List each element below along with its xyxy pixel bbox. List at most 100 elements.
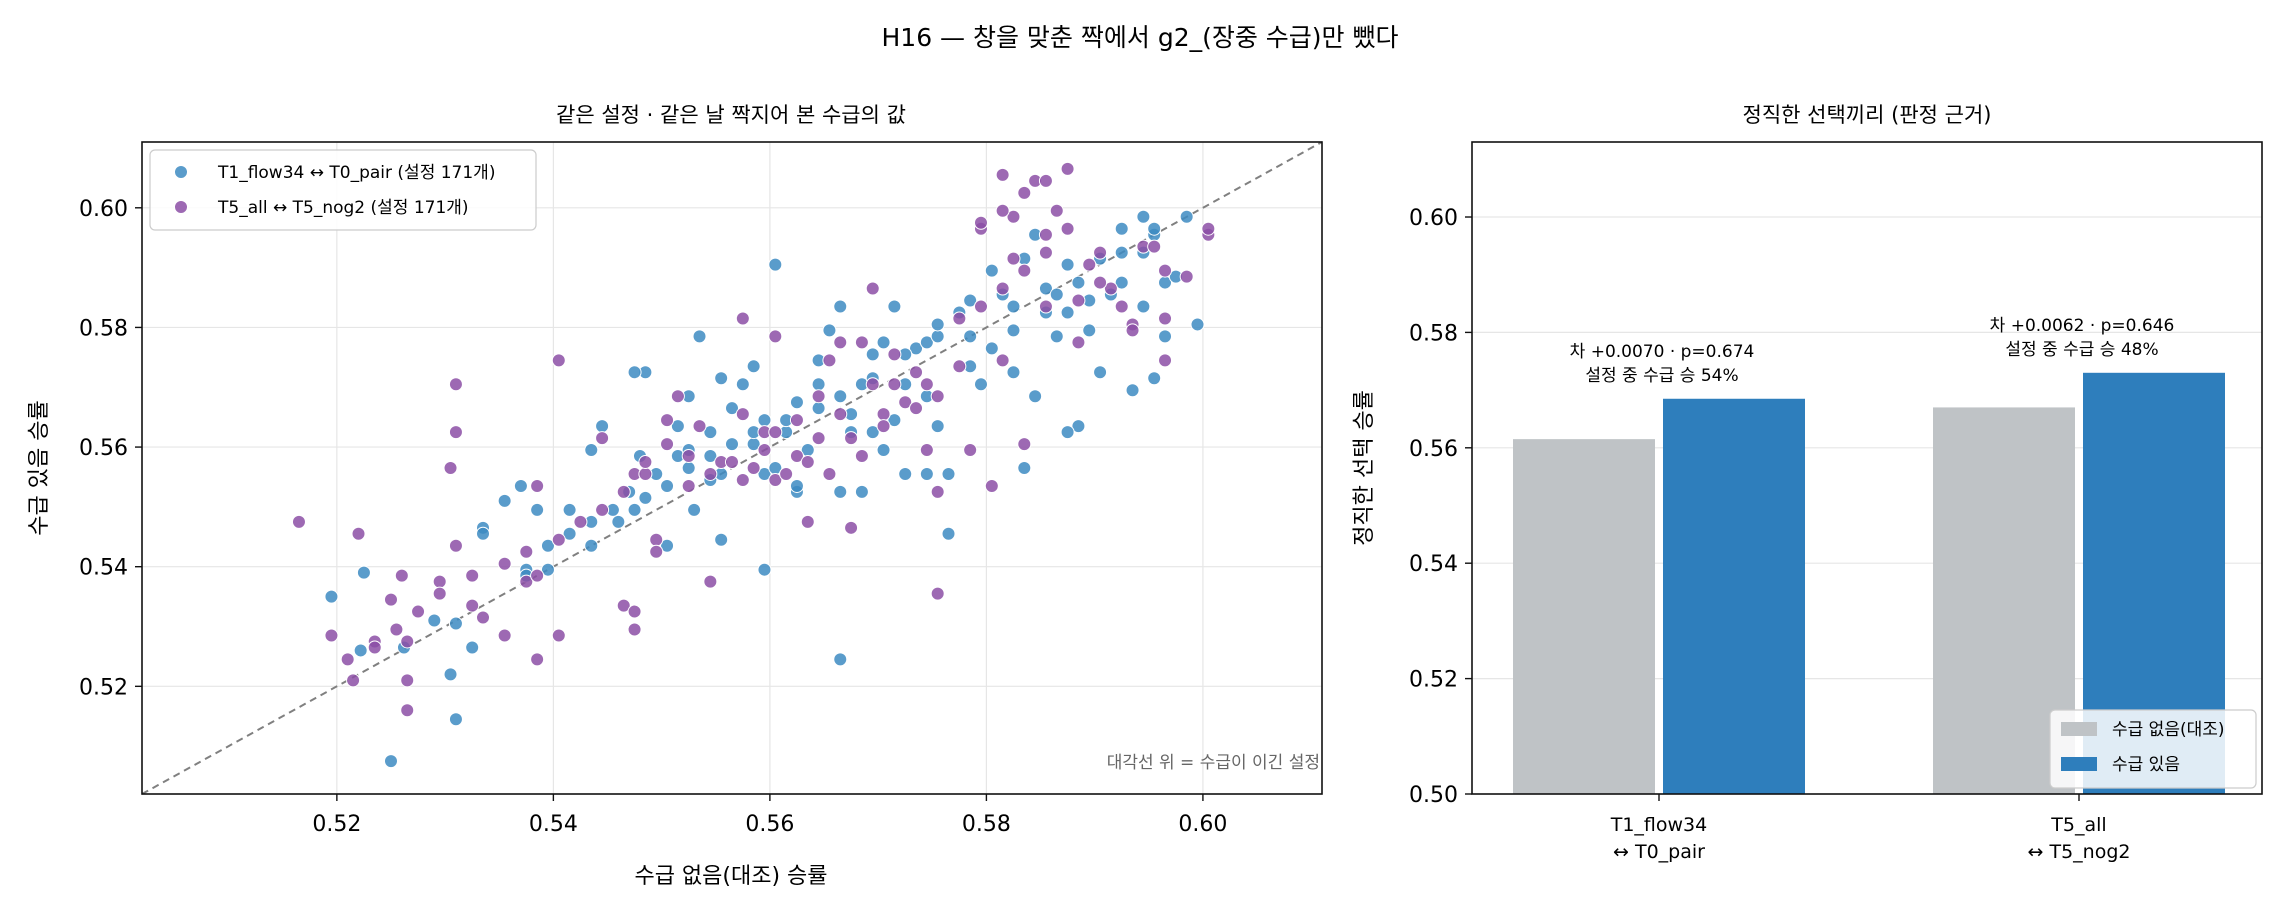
scatter-point-pair2 (692, 419, 707, 434)
scatter-point-pair2 (1006, 251, 1021, 266)
scatter-point-pair1 (854, 484, 869, 499)
scatter-point-pair1 (757, 466, 772, 481)
scatter-point-pair2 (291, 514, 306, 529)
scatter-point-pair1 (909, 341, 924, 356)
figure-title: H16 — 창을 맞춘 짝에서 g2_(장중 수급)만 뺐다 (881, 23, 1398, 52)
scatter-point-pair2 (1049, 203, 1064, 218)
scatter-point-pair1 (427, 613, 442, 628)
scatter-point-pair1 (562, 526, 577, 541)
scatter-point-pair1 (887, 413, 902, 428)
scatter-point-pair1 (865, 347, 880, 362)
scatter-point-pair2 (465, 568, 480, 583)
scatter-point-pair2 (346, 673, 361, 688)
scatter-point-pair2 (995, 203, 1010, 218)
scatter-point-pair1 (703, 449, 718, 464)
scatter-point-pair1 (448, 616, 463, 631)
scatter-point-pair1 (1147, 221, 1162, 236)
scatter-point-pair2 (519, 544, 534, 559)
scatter-point-pair1 (941, 466, 956, 481)
scatter-point-pair1 (1147, 371, 1162, 386)
scatter-point-pair2 (432, 586, 447, 601)
scatter-point-pair1 (1136, 299, 1151, 314)
scatter-point-pair1 (1114, 275, 1129, 290)
scatter-point-pair2 (822, 353, 837, 368)
scatter-x-label: 수급 없음(대조) 승률 (634, 864, 827, 889)
scatter-point-pair1 (714, 532, 729, 547)
bar-ticks: 0.50 0.52 0.54 0.56 0.58 0.60 T1_flow34 ↔ T0_pa… (1409, 206, 2130, 863)
scatter-point-pair2 (844, 431, 859, 446)
legend-swatch-control (2061, 722, 2097, 736)
scatter-x-tick-label: 0.58 (962, 812, 1011, 837)
scatter-point-pair1 (476, 526, 491, 541)
legend-label-pair2: T5_all ↔ T5_nog2 (설정 171개) (217, 198, 469, 218)
scatter-point-pair1 (540, 538, 555, 553)
scatter-point-pair2 (811, 389, 826, 404)
scatter-point-pair1 (865, 425, 880, 440)
scatter-point-pair1 (757, 562, 772, 577)
legend-label-with-flow: 수급 있음 (2112, 755, 2180, 775)
scatter-point-pair2 (519, 574, 534, 589)
scatter-point-pair1 (1093, 365, 1108, 380)
scatter-point-pair1 (876, 335, 891, 350)
scatter-point-pair2 (973, 299, 988, 314)
bar-panel: 정직한 선택끼리 (판정 근거) 0.50 0.52 0.54 0.56 0.58 0.6… (1352, 103, 2263, 863)
scatter-point-pair1 (984, 263, 999, 278)
scatter-point-pair2 (1060, 161, 1075, 176)
scatter-point-pair2 (400, 703, 415, 718)
scatter-point-pair2 (530, 568, 545, 583)
scatter-point-pair2 (530, 652, 545, 667)
scatter-point-pair1 (1125, 383, 1140, 398)
scatter-point-pair2 (1201, 221, 1216, 236)
bar-annotations: 차 +0.0070 · p=0.674 설정 중 수급 승 54% 차 +0.006… (1570, 316, 2175, 386)
scatter-point-pair2 (822, 466, 837, 481)
scatter-point-pair2 (367, 640, 382, 655)
scatter-point-pair2 (789, 449, 804, 464)
scatter-point-pair2 (595, 502, 610, 517)
scatter-point-pair1 (584, 443, 599, 458)
scatter-point-pair2 (1082, 257, 1097, 272)
scatter-point-pair1 (1190, 317, 1205, 332)
scatter-legend-box (149, 149, 537, 231)
scatter-point-pair2 (351, 526, 366, 541)
scatter-point-pair2 (735, 311, 750, 326)
scatter-point-pair2 (1006, 209, 1021, 224)
scatter-point-pair2 (1147, 239, 1162, 254)
scatter-point-pair2 (909, 365, 924, 380)
scatter-point-pair2 (476, 610, 491, 625)
scatter-point-pair2 (389, 622, 404, 637)
scatter-point-pair1 (898, 466, 913, 481)
legend-marker-pair2 (174, 200, 188, 214)
scatter-point-pair2 (919, 443, 934, 458)
scatter-point-pair2 (443, 461, 458, 475)
scatter-point-pair2 (854, 335, 869, 350)
scatter-point-pair2 (898, 395, 913, 410)
scatter-point-pair2 (551, 628, 566, 643)
scatter-point-pair2 (394, 568, 409, 583)
legend-marker-pair1 (174, 165, 188, 179)
scatter-point-pair2 (811, 431, 826, 446)
scatter-point-pair1 (811, 377, 826, 392)
scatter-point-pair2 (638, 466, 653, 481)
scatter-point-pair2 (573, 514, 588, 529)
scatter-point-pair2 (768, 425, 783, 440)
scatter-point-pair2 (551, 532, 566, 547)
scatter-point-pair1 (595, 419, 610, 434)
scatter-point-pair2 (865, 281, 880, 296)
scatter-point-pair1 (540, 562, 555, 577)
scatter-point-pair2 (649, 532, 664, 547)
scatter-y-tick-label: 0.56 (79, 436, 128, 461)
scatter-point-pair2 (984, 478, 999, 493)
scatter-point-pair2 (746, 461, 761, 475)
bar-y-tick-label: 0.50 (1409, 783, 1458, 808)
scatter-point-pair2 (530, 478, 545, 493)
bar-y-tick-label: 0.58 (1409, 321, 1458, 346)
scatter-panel: 같은 설정 · 같은 날 짝지어 본 수급의 값 0.52 0.54 0.56 0.5… (27, 103, 1323, 889)
scatter-point-pair2 (627, 604, 642, 619)
bar-y-tick-label: 0.54 (1409, 552, 1458, 577)
legend-swatch-with-flow (2061, 757, 2097, 771)
scatter-point-pair2 (448, 538, 463, 553)
scatter-point-pair1 (789, 478, 804, 493)
scatter-point-pair1 (1114, 245, 1129, 260)
scatter-point-pair2 (779, 466, 794, 481)
